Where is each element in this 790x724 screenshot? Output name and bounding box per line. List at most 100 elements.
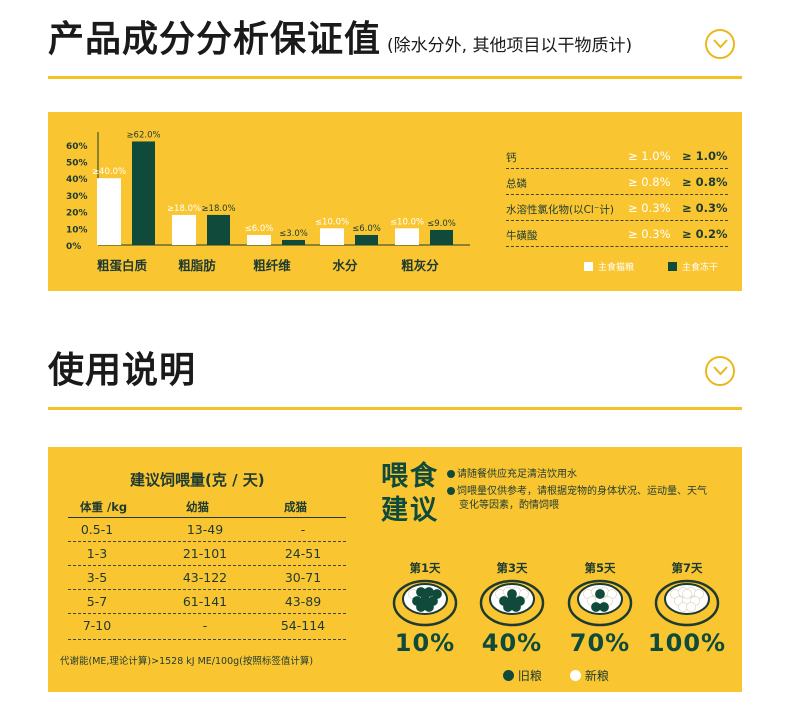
advice-bullet-1-text: 请随餐供应充足清洁饮用水 <box>457 469 577 480</box>
bullet-dot <box>447 470 455 478</box>
bar-freeze-dried <box>430 229 453 245</box>
y-tick-label: 30% <box>66 192 88 202</box>
legend-old-food: 旧粮 <box>503 667 542 684</box>
y-tick-label: 10% <box>66 225 88 235</box>
feeding-cell: 7-10 <box>82 618 112 633</box>
bar-cat-food <box>320 228 344 245</box>
advice-heading: 喂食 建议 <box>381 460 439 528</box>
y-tick-label: 0% <box>66 242 81 252</box>
legend-new-label: 新粮 <box>584 669 609 683</box>
new-kibble <box>682 589 692 599</box>
feeding-cell: 13-49 <box>186 522 224 537</box>
y-tick-label: 50% <box>66 159 88 169</box>
data-label: ≤10.0% <box>390 217 424 227</box>
nutrient-value-freeze-dried: ≥ 0.8% <box>682 175 728 189</box>
old-kibble <box>424 602 434 612</box>
nutrient-name: 牛磺酸 <box>506 230 538 242</box>
feeding-cell: 61-141 <box>182 594 228 609</box>
data-label: ≥62.0% <box>126 130 160 140</box>
nutrient-panel <box>48 112 742 291</box>
bar-cat-food <box>247 234 271 245</box>
day-label: 第3天 <box>496 561 528 575</box>
legend-label: 主食冻干 <box>682 261 718 273</box>
nutrient-row: 钙 ≥ 1.0% ≥ 1.0% <box>506 143 728 169</box>
row-divider <box>506 220 728 221</box>
day-percent: 40% <box>481 629 543 657</box>
nutrient-name: 水溶性氯化物(以Cl⁻计) <box>506 204 614 216</box>
data-label: ≤6.0% <box>245 224 274 234</box>
feeding-cell: 24-51 <box>284 546 322 561</box>
advice-bullet-2-cont: 变化等因素，酌情饲喂 <box>459 500 559 511</box>
legend-old-label: 旧粮 <box>517 669 542 683</box>
feeding-row-divider <box>68 565 346 566</box>
old-kibble <box>511 602 521 612</box>
nutrient-value-freeze-dried: ≥ 1.0% <box>682 149 728 163</box>
old-kibble <box>507 589 517 599</box>
section-divider-2 <box>48 407 742 410</box>
advice-bullet-2-text: 饲喂量仅供参考，请根据宠物的身体状况、运动量、天气 <box>457 486 707 497</box>
feeding-cell: 30-71 <box>284 570 322 585</box>
new-kibble <box>686 602 696 612</box>
feeding-cell: 3-5 <box>86 570 108 585</box>
data-label: ≤9.0% <box>427 219 456 229</box>
bowl-icon <box>392 579 458 627</box>
bar-cat-food <box>172 214 196 245</box>
data-label: ≤3.0% <box>279 229 308 239</box>
header-weight: 体重 /kg <box>80 500 128 514</box>
bowl-icon <box>654 579 720 627</box>
old-kibble <box>420 589 430 599</box>
section-subtitle: (除水分外, 其他项目以干物质计) <box>387 36 633 56</box>
section-title-usage: 使用说明 <box>48 350 197 391</box>
advice-bullet-2: 饲喂量仅供参考，请根据宠物的身体状况、运动量、天气 <box>447 482 707 497</box>
section-title-analysis: 产品成分分析保证值 (除水分外, 其他项目以干物质计) <box>48 22 632 58</box>
feeding-row-divider <box>68 613 346 614</box>
y-tick-label: 60% <box>66 142 88 152</box>
nutrient-value-cat-food: ≥ 0.8% <box>628 175 671 189</box>
chevron-circle-icon[interactable] <box>705 29 735 59</box>
day-label: 第5天 <box>584 561 616 575</box>
table-header-line <box>68 517 346 518</box>
nutrient-name: 钙 <box>506 152 517 164</box>
feeding-panel <box>48 447 742 692</box>
x-category-label: 粗纤维 <box>253 258 291 273</box>
feeding-row-divider <box>68 589 346 590</box>
data-label: ≥18.0% <box>201 204 235 214</box>
day-label: 第1天 <box>409 561 441 575</box>
bar-freeze-dried <box>207 214 230 245</box>
nutrient-row: 水溶性氯化物(以Cl⁻计) ≥ 0.3% ≥ 0.3% <box>506 195 728 221</box>
bar-freeze-dried <box>282 239 305 245</box>
old-kibble <box>599 602 609 612</box>
section-title-analysis-text: 产品成分分析保证值 <box>48 19 382 60</box>
feeding-cell: 43-122 <box>182 570 228 585</box>
legend-swatch <box>668 262 677 271</box>
y-tick-label: 40% <box>66 175 88 185</box>
header-kitten: 幼猫 <box>186 500 209 514</box>
x-category-label: 粗脂肪 <box>178 258 216 273</box>
row-divider <box>506 194 728 195</box>
legend-new-food: 新粮 <box>570 667 609 684</box>
y-tick-label: 20% <box>66 209 88 219</box>
row-divider <box>506 168 728 169</box>
data-label: ≥40.0% <box>92 167 126 177</box>
feeding-cell: - <box>202 618 208 633</box>
nutrient-value-cat-food: ≥ 1.0% <box>628 149 671 163</box>
energy-note: 代谢能(ME,理论计算)>1528 kJ ME/100g(按照标签值计算) <box>60 656 314 667</box>
nutrient-name: 总磷 <box>506 178 527 190</box>
day-label: 第7天 <box>671 561 703 575</box>
chevron-circle-icon-2[interactable] <box>705 356 735 386</box>
bar-freeze-dried <box>132 141 155 245</box>
row-divider <box>506 246 728 247</box>
advice-heading-line2: 建议 <box>381 495 439 526</box>
data-label: ≤10.0% <box>315 217 349 227</box>
x-category-label: 粗蛋白质 <box>97 258 148 273</box>
feeding-cell: - <box>300 522 306 537</box>
old-kibble <box>595 589 605 599</box>
feeding-row-divider <box>68 541 346 542</box>
bar-cat-food <box>395 228 419 245</box>
nutrient-bar-chart: 60% 50% 40% 30% 20% 10% 0% ≥40.0% ≥62.0% 粗蛋白质 ≥18.… <box>66 130 718 273</box>
new-food-dot-icon <box>570 670 581 681</box>
day-percent: 70% <box>569 629 631 657</box>
bullet-dot <box>447 487 455 495</box>
feeding-cell: 0.5-1 <box>80 522 114 537</box>
feeding-cell: 54-114 <box>280 618 326 633</box>
